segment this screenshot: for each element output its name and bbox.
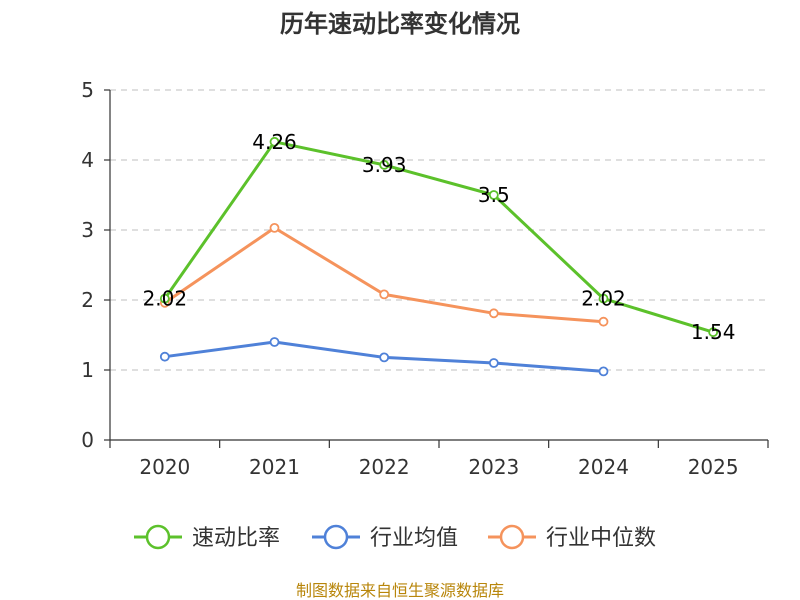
legend: 速动比率 行业均值 行业中位数 xyxy=(134,524,656,551)
legend-item-industry-mean: 行业均值 xyxy=(312,524,458,551)
y-tick-label-3: 3 xyxy=(81,218,94,242)
y-tick-label-4: 4 xyxy=(81,148,94,172)
data-point xyxy=(379,159,390,170)
x-tick-label-2025: 2025 xyxy=(688,455,739,479)
chart-title: 历年速动比率变化情况 xyxy=(280,10,520,38)
x-tick-label-2020: 2020 xyxy=(139,455,190,479)
data-point xyxy=(488,190,499,200)
legend-label: 行业均值 xyxy=(370,526,458,551)
data-point xyxy=(598,366,609,377)
data-label-layer: 2.02 4.26 3.93 3.5 2.02 1.54 xyxy=(143,130,736,344)
series-industry-median xyxy=(159,222,609,327)
source-note: 制图数据来自恒生聚源数据库 xyxy=(296,581,504,600)
legend-item-quick-ratio: 速动比率 xyxy=(134,524,280,551)
x-tick-label-2022: 2022 xyxy=(359,455,410,479)
data-point xyxy=(269,136,280,147)
series-line xyxy=(163,140,714,334)
legend-marker-icon xyxy=(145,524,171,550)
data-point xyxy=(708,327,719,338)
x-tick-label-2024: 2024 xyxy=(578,455,629,479)
data-point xyxy=(488,358,499,368)
legend-marker-icon xyxy=(323,524,349,550)
data-point xyxy=(598,293,609,304)
data-point xyxy=(379,289,390,300)
data-label: 3.5 xyxy=(478,183,510,207)
series-line xyxy=(163,226,604,324)
series-industry-mean xyxy=(159,337,609,377)
legend-marker-icon xyxy=(499,524,525,550)
x-tick-label-2021: 2021 xyxy=(249,455,300,479)
grid-layer xyxy=(110,89,768,371)
data-point xyxy=(159,351,170,362)
series-quick-ratio xyxy=(159,136,719,338)
data-point xyxy=(379,352,390,363)
y-tick-label-0: 0 xyxy=(81,428,94,452)
legend-label: 行业中位数 xyxy=(546,526,656,551)
legend-item-industry-median: 行业中位数 xyxy=(488,524,656,551)
data-label: 1.54 xyxy=(691,320,736,344)
series-layer xyxy=(159,136,719,377)
data-label: 3.93 xyxy=(362,153,407,177)
data-label: 2.02 xyxy=(143,287,188,311)
y-tick-label-2: 2 xyxy=(81,288,94,312)
data-point xyxy=(598,316,609,327)
x-tick-label-2023: 2023 xyxy=(468,455,519,479)
data-point xyxy=(269,222,280,233)
data-point xyxy=(159,293,170,304)
data-label: 4.26 xyxy=(252,130,297,154)
y-tick-label-5: 5 xyxy=(81,78,94,102)
axis-layer: 0 1 2 3 4 5 2020 2021 2022 2023 2024 2025 xyxy=(81,78,769,479)
legend-label: 速动比率 xyxy=(192,526,280,551)
data-point xyxy=(269,337,280,347)
y-tick-label-1: 1 xyxy=(81,358,94,382)
data-point xyxy=(488,308,499,319)
data-label: 2.02 xyxy=(581,287,626,311)
